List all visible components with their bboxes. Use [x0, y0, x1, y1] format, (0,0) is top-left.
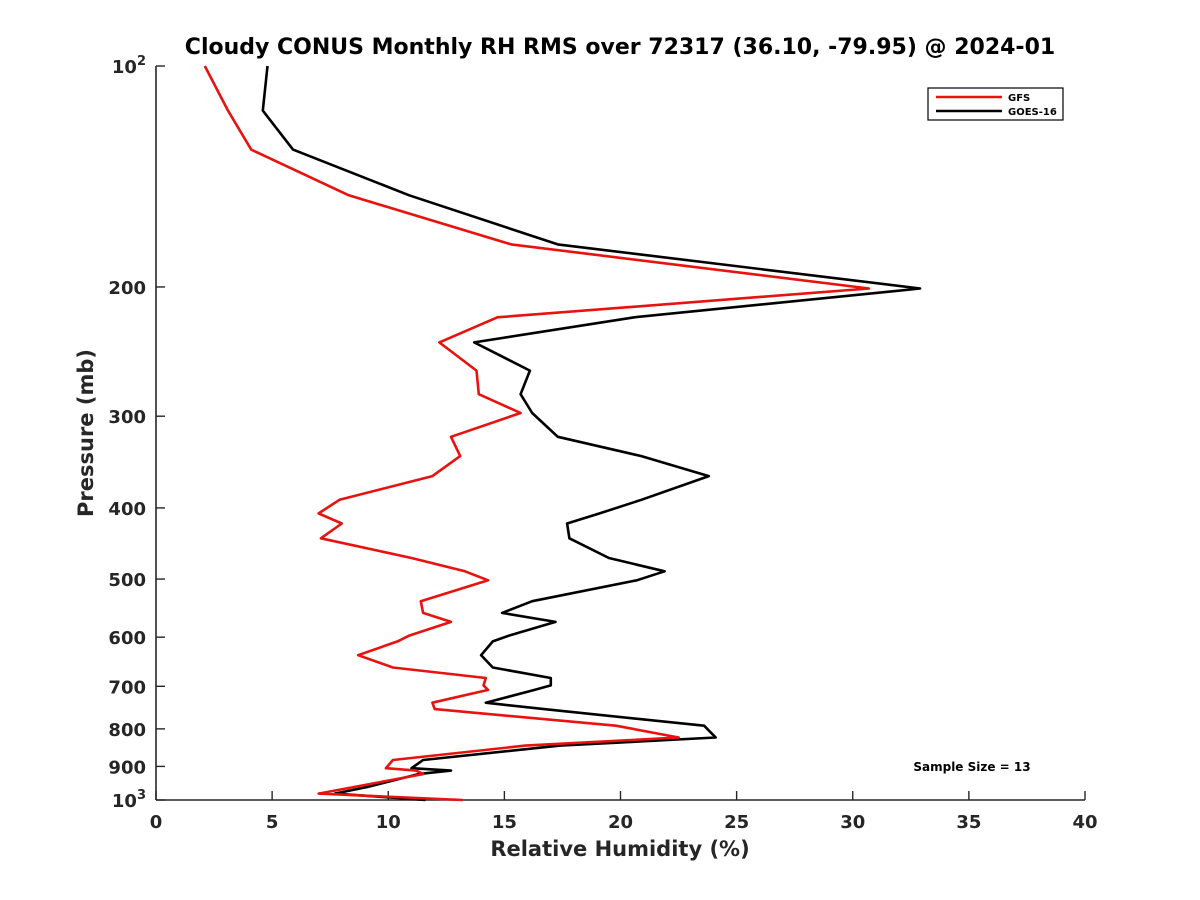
legend-label: GFS — [1008, 93, 1030, 104]
y-axis-label: Pressure (mb) — [74, 349, 98, 517]
x-tick-label: 20 — [608, 812, 633, 833]
x-tick-label: 30 — [840, 812, 865, 833]
x-tick-label: 35 — [956, 812, 981, 833]
y-tick-label-base: 10 — [112, 57, 137, 78]
series-line-gfs — [203, 65, 871, 802]
y-tick-label-exponent: 2 — [137, 54, 146, 69]
y-tick-label-base: 300 — [108, 407, 146, 428]
y-tick-label: 300 — [108, 407, 146, 428]
y-tick-label-base: 900 — [108, 757, 146, 778]
x-tick-label: 10 — [376, 812, 401, 833]
legend-box — [927, 87, 1064, 121]
y-tick-label: 400 — [108, 499, 146, 520]
y-tick-label: 102 — [112, 54, 146, 78]
chart-title: Cloudy CONUS Monthly RH RMS over 72317 (… — [185, 35, 1055, 60]
x-ticks: 0 5 10 15 20 25 30 35 40 — [150, 791, 1098, 833]
plot-area: 0 5 10 15 20 25 30 35 40 10220030040050060070080… — [108, 54, 1097, 833]
y-tick-label-base: 700 — [108, 677, 146, 698]
y-tick-label-base: 400 — [108, 499, 146, 520]
y-tick-label: 900 — [108, 757, 146, 778]
y-tick-label: 103 — [112, 788, 146, 812]
x-axis-label: Relative Humidity (%) — [490, 837, 749, 861]
y-tick-label: 200 — [108, 278, 146, 299]
y-tick-label-base: 200 — [108, 278, 146, 299]
y-tick-label: 600 — [108, 628, 146, 649]
y-tick-label: 500 — [108, 570, 146, 591]
series-line-goes-16 — [261, 65, 922, 802]
y-tick-label-base: 600 — [108, 628, 146, 649]
y-tick-label: 700 — [108, 677, 146, 698]
x-tick-label: 15 — [492, 812, 517, 833]
legend-entries: GFS GOES-16 — [936, 93, 1057, 118]
y-tick-label-base: 500 — [108, 570, 146, 591]
y-tick-label-base: 800 — [108, 720, 146, 741]
x-tick-label: 0 — [150, 812, 163, 833]
sample-size-annotation: Sample Size = 13 — [913, 760, 1030, 774]
y-tick-label-exponent: 3 — [137, 788, 146, 803]
legend-label: GOES-16 — [1008, 107, 1057, 118]
x-tick-label: 25 — [724, 812, 749, 833]
series-layer — [203, 65, 922, 802]
legend: GFS GOES-16 — [927, 87, 1064, 121]
x-tick-label: 40 — [1072, 812, 1097, 833]
y-tick-label: 800 — [108, 720, 146, 741]
y-tick-label-base: 10 — [112, 791, 137, 812]
x-tick-label: 5 — [266, 812, 279, 833]
